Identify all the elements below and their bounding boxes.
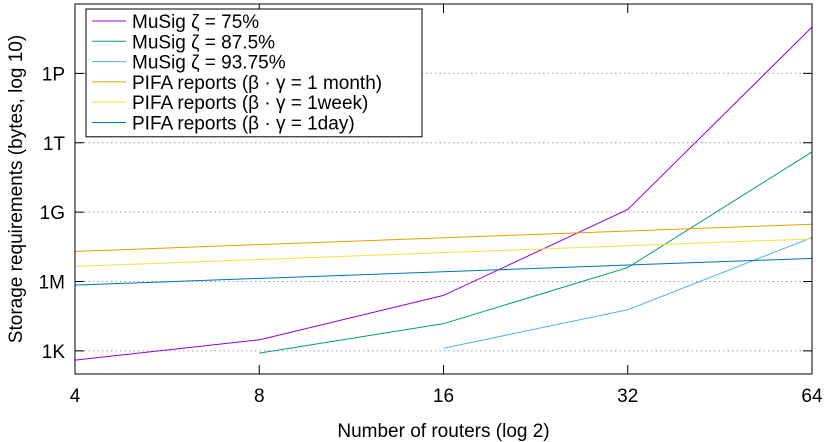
legend-entry: PIFA reports (β · γ = 1 month): [132, 73, 382, 94]
series-line-3: [443, 237, 813, 349]
y-tick-label: 1M: [39, 273, 65, 294]
legend-entry: MuSig ζ = 75%: [132, 12, 259, 33]
x-tick-label: 4: [70, 386, 81, 407]
y-tick-label: 1G: [40, 203, 65, 224]
series-line-5: [74, 238, 813, 267]
legend-entry: MuSig ζ = 93.75%: [132, 53, 286, 74]
legend-entry: PIFA reports (β · γ = 1day): [132, 114, 355, 135]
x-tick-label: 64: [801, 386, 823, 407]
x-tick-label: 32: [617, 386, 638, 407]
series-line-2: [259, 151, 813, 354]
series-line-1: [74, 26, 813, 361]
legend: MuSig ζ = 75%MuSig ζ = 87.5%MuSig ζ = 93…: [85, 8, 423, 138]
y-tick-label: 1T: [43, 134, 66, 155]
legend-box: [85, 8, 423, 138]
y-axis-title: Storage requirements (bytes, log 10): [6, 35, 27, 343]
x-axis-title: Number of routers (log 2): [337, 421, 549, 442]
legend-entry: PIFA reports (β · γ = 1week): [132, 93, 368, 114]
series-line-6: [74, 257, 813, 286]
y-tick-label: 1K: [42, 342, 66, 363]
series-layer: [74, 26, 813, 361]
x-tick-label: 8: [254, 386, 265, 407]
legend-entry: MuSig ζ = 87.5%: [132, 32, 275, 53]
x-tick-label: 16: [433, 386, 454, 407]
y-tick-label: 1P: [42, 64, 65, 85]
series-line-4: [74, 223, 813, 252]
axis-ticks: 1K 1M 1G 1T 1P 4 8 16 32 64: [39, 4, 823, 407]
